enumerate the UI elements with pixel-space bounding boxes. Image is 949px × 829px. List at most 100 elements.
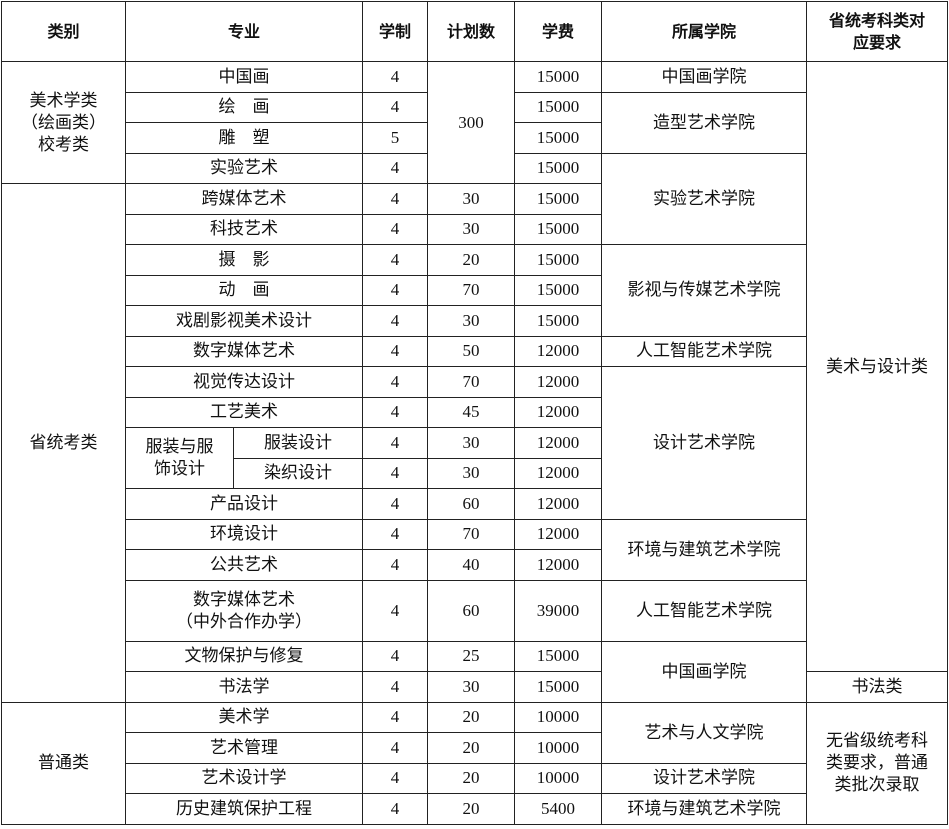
plan-cell: 40 — [427, 549, 516, 581]
plan-cell: 25 — [427, 640, 516, 672]
table-row: 省统考类 跨媒体艺术 4 30 15000 — [1, 183, 948, 703]
table-row: 文物保护与修复 4 25 15000 中国画学院 — [2, 640, 948, 703]
table-row: 环境设计 4 70 12000 环境与建筑艺术学院 — [2, 518, 948, 581]
plan-cell: 20 — [427, 793, 516, 825]
college-cell: 造型艺术学院 — [601, 91, 808, 154]
college-cell: 中国画学院 — [601, 640, 808, 703]
table-row: 雕 塑 5 15000 — [2, 122, 948, 154]
table-row: 书法学 4 30 15000 书法类 — [2, 671, 949, 703]
major-cell: 实验艺术 — [124, 152, 364, 184]
major-cell: 环境设计 — [124, 518, 364, 550]
table-row: 历史建筑保护工程 4 20 5400 环境与建筑艺术学院 — [2, 793, 948, 825]
major-cell: 雕 塑 — [124, 122, 364, 154]
fee-cell: 12000 — [514, 335, 603, 367]
table-row: 绘 画 4 15000 造型艺术学院 — [2, 91, 948, 154]
plan-cell: 20 — [427, 701, 516, 733]
plan-cell: 300 — [427, 61, 516, 184]
fee-cell: 15000 — [514, 213, 603, 245]
plan-cell: 20 — [427, 732, 516, 764]
college-cell: 人工智能艺术学院 — [601, 579, 808, 642]
years-cell: 4 — [362, 183, 429, 215]
plan-cell: 50 — [427, 335, 516, 367]
years-cell: 4 — [362, 488, 429, 520]
table-header-row: 类别 专业 学制 计划数 学费 所属学院 省统考科类对 应要求 — [1, 1, 949, 62]
plan-cell: 30 — [427, 457, 516, 489]
college-cell: 设计艺术学院 — [601, 366, 808, 520]
years-cell: 4 — [362, 274, 429, 306]
college-cell: 环境与建筑艺术学院 — [601, 518, 808, 581]
header-college: 所属学院 — [601, 1, 808, 62]
fee-cell: 15000 — [514, 91, 603, 123]
years-cell: 4 — [362, 518, 429, 550]
table-row: 戏剧影视美术设计 4 30 15000 — [2, 305, 948, 337]
plan-cell: 20 — [427, 762, 516, 794]
category-cell: 省统考类 — [1, 183, 126, 703]
fee-cell: 12000 — [514, 366, 603, 398]
plan-cell: 30 — [427, 213, 516, 245]
major-cell: 艺术设计学 — [124, 762, 364, 794]
table-row: 公共艺术 4 40 12000 — [2, 549, 948, 581]
years-cell: 4 — [362, 701, 429, 733]
table-row: 摄 影 4 20 15000 影视与传媒艺术学院 — [2, 244, 948, 337]
years-cell: 4 — [362, 91, 429, 123]
major-cell: 动 画 — [124, 274, 364, 306]
fee-cell: 12000 — [514, 427, 603, 459]
major-cell: 公共艺术 — [124, 549, 364, 581]
years-cell: 4 — [362, 793, 429, 825]
years-cell: 4 — [362, 61, 429, 93]
major-cell: 工艺美术 — [124, 396, 364, 428]
years-cell: 4 — [362, 549, 429, 581]
plan-cell: 60 — [427, 488, 516, 520]
table-row: 视觉传达设计 4 70 12000 设计艺术学院 — [2, 366, 948, 520]
major-cell: 美术学 — [124, 701, 364, 733]
requirement-cell: 无省级统考科 类要求，普通 类批次录取 — [806, 701, 949, 825]
table-row: 服装与服 饰设计 服装设计 4 30 12000 — [2, 427, 948, 489]
requirement-cell: 书法类 — [806, 671, 949, 703]
years-cell: 4 — [362, 427, 429, 459]
header-requirement: 省统考科类对 应要求 — [806, 1, 949, 62]
plan-cell: 30 — [427, 183, 516, 215]
category-cell: 普通类 — [1, 701, 126, 825]
college-cell: 环境与建筑艺术学院 — [601, 793, 808, 825]
years-cell: 4 — [362, 335, 429, 367]
major-cell: 书法学 — [124, 671, 364, 703]
major-cell: 产品设计 — [124, 488, 364, 520]
fee-cell: 39000 — [514, 579, 603, 642]
years-cell: 4 — [362, 671, 429, 703]
fee-cell: 15000 — [514, 305, 603, 337]
plan-cell: 30 — [427, 305, 516, 337]
major-cell: 中国画 — [124, 61, 364, 93]
table-row: 动 画 4 70 15000 — [2, 274, 948, 306]
plan-cell: 70 — [427, 274, 516, 306]
years-cell: 4 — [362, 762, 429, 794]
years-cell: 4 — [362, 640, 429, 672]
fee-cell: 15000 — [514, 152, 603, 184]
major-cell: 艺术管理 — [124, 732, 364, 764]
years-cell: 4 — [362, 396, 429, 428]
major-cell: 戏剧影视美术设计 — [124, 305, 364, 337]
college-cell: 实验艺术学院 — [601, 152, 808, 245]
college-cell: 艺术与人文学院 — [601, 701, 808, 764]
major-cell: 染织设计 — [232, 457, 364, 489]
plan-cell: 30 — [427, 671, 516, 703]
college-cell: 人工智能艺术学院 — [601, 335, 808, 367]
header-fee: 学费 — [514, 1, 603, 62]
major-cell: 文物保护与修复 — [124, 640, 364, 672]
fee-cell: 15000 — [514, 274, 603, 306]
fee-cell: 15000 — [514, 61, 603, 93]
fee-cell: 10000 — [514, 732, 603, 764]
major-cell: 数字媒体艺术 （中外合作办学） — [124, 579, 364, 642]
fee-cell: 5400 — [514, 793, 603, 825]
header-major: 专业 — [124, 1, 364, 62]
major-cell: 跨媒体艺术 — [124, 183, 364, 215]
plan-cell: 30 — [427, 427, 516, 459]
years-cell: 4 — [362, 457, 429, 489]
header-years: 学制 — [362, 1, 429, 62]
major-cell: 视觉传达设计 — [124, 366, 364, 398]
fee-cell: 12000 — [514, 518, 603, 550]
fee-cell: 15000 — [514, 244, 603, 276]
years-cell: 4 — [362, 305, 429, 337]
fee-cell: 12000 — [514, 488, 603, 520]
header-category: 类别 — [1, 1, 126, 62]
